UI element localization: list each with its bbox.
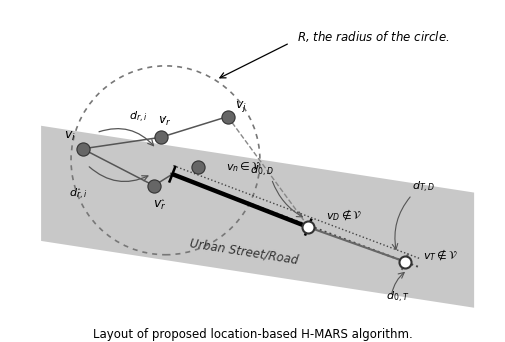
- Text: $R$, the radius of the circle.: $R$, the radius of the circle.: [296, 28, 448, 43]
- Text: $d_{\check{r},i}$: $d_{\check{r},i}$: [128, 110, 147, 125]
- Text: $v_D \notin \mathcal{V}$: $v_D \notin \mathcal{V}$: [325, 208, 362, 223]
- Text: $v_{\check{r}}$: $v_{\check{r}}$: [158, 115, 171, 128]
- Point: [193, 165, 201, 170]
- Polygon shape: [41, 126, 473, 308]
- Text: $v_n \in \mathcal{V}$: $v_n \in \mathcal{V}$: [226, 160, 261, 174]
- Point: [304, 224, 312, 230]
- Text: $v_j$: $v_j$: [234, 99, 246, 114]
- Text: $v_{\hat{r}}$: $v_{\hat{r}}$: [153, 199, 166, 212]
- Text: Layout of proposed location-based H-MARS algorithm.: Layout of proposed location-based H-MARS…: [93, 328, 412, 341]
- Text: $v_T \notin \mathcal{V}$: $v_T \notin \mathcal{V}$: [422, 247, 457, 263]
- Point: [223, 114, 231, 119]
- Text: $d_{0,T}$: $d_{0,T}$: [386, 290, 409, 305]
- Point: [157, 134, 165, 140]
- Text: $d_{\hat{r},i}$: $d_{\hat{r},i}$: [69, 187, 87, 202]
- Text: Urban Street/Road: Urban Street/Road: [188, 237, 298, 267]
- Point: [149, 183, 158, 188]
- Text: $d_{0,D}$: $d_{0,D}$: [250, 164, 274, 179]
- Point: [400, 259, 408, 264]
- Point: [78, 146, 86, 152]
- Text: $d_{T,D}$: $d_{T,D}$: [411, 180, 434, 195]
- Text: $v_i$: $v_i$: [64, 130, 75, 143]
